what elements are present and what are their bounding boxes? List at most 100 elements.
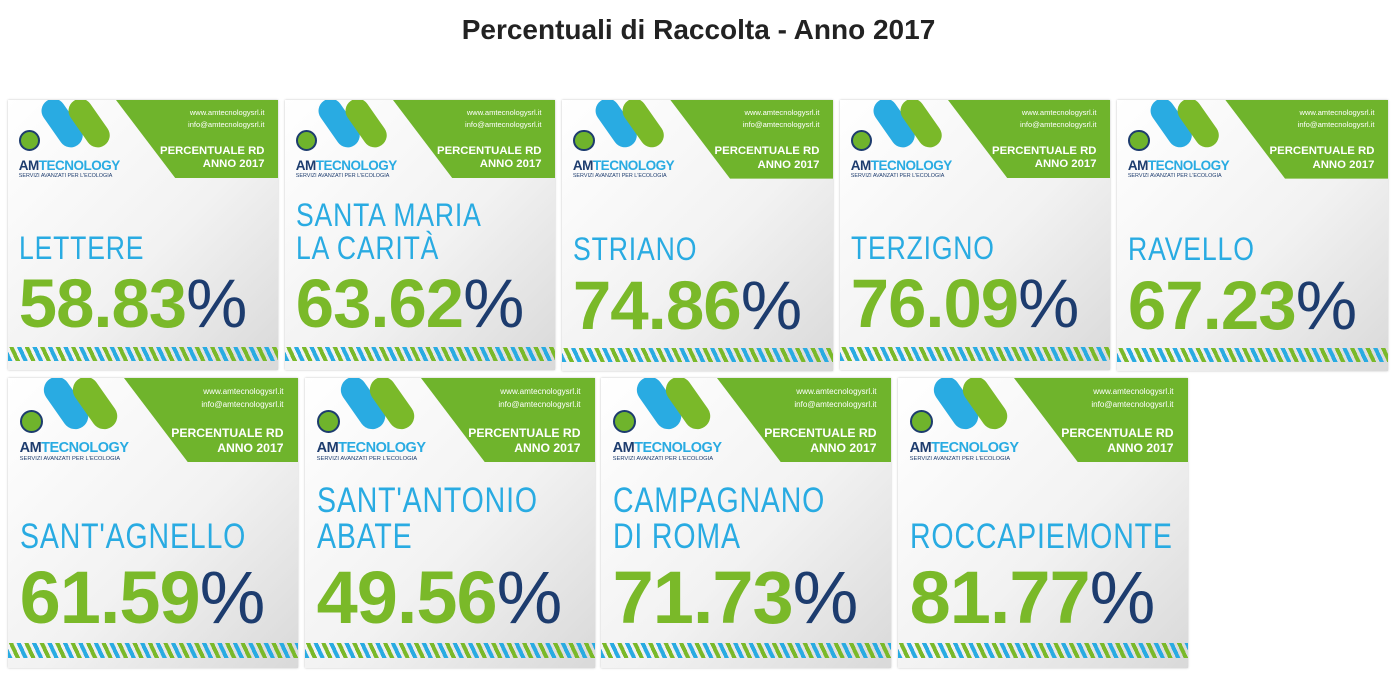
badge-label: PERCENTUALE RD	[171, 426, 284, 441]
badge-label: PERCENTUALE RD	[468, 426, 581, 441]
badge-label: PERCENTUALE RD	[160, 144, 265, 157]
percentage: 81.77%	[909, 555, 1156, 639]
brand: AMTECNOLOGY	[20, 440, 129, 456]
brand-am: AM	[19, 440, 42, 457]
decorative-stripes	[898, 643, 1188, 658]
badge-year: ANNO 2017	[1312, 158, 1375, 171]
percentage: 67.23%	[1127, 265, 1357, 344]
municipality-name: TERZIGNO	[850, 230, 995, 267]
percentage: 71.73%	[612, 555, 859, 639]
email: info@amtecnologysrl.it	[742, 120, 820, 130]
badge-year: ANNO 2017	[757, 158, 820, 171]
municipality-name: DI ROMA	[612, 517, 741, 557]
badge-label: PERCENTUALE RD	[714, 145, 820, 158]
website: www.amtecnologysrl.it	[796, 386, 877, 396]
decorative-stripes	[8, 643, 298, 658]
brand: AMTECNOLOGY	[572, 158, 675, 174]
email: info@amtecnologysrl.it	[201, 399, 284, 409]
badge-year: ANNO 2017	[479, 158, 542, 171]
brand: AMTECNOLOGY	[850, 158, 953, 174]
municipality-name: ROCCAPIEMONTE	[909, 517, 1173, 557]
municipality-name: SANTA MARIA	[295, 196, 482, 233]
brand-rest: TECNOLOGY	[634, 440, 722, 457]
result-card: www.amtecnologysrl.it info@amtecnologysrl…	[898, 378, 1188, 668]
municipality-name: SANT'AGNELLO	[19, 517, 246, 557]
badge-year: ANNO 2017	[217, 440, 284, 455]
logo-icon	[316, 409, 340, 434]
brand-rest: TECNOLOGY	[1147, 158, 1230, 174]
email: info@amtecnologysrl.it	[465, 120, 542, 130]
brand-rest: TECNOLOGY	[870, 158, 953, 174]
logo-icon	[909, 409, 933, 434]
brand-am: AM	[18, 158, 40, 174]
percentage: 63.62%	[295, 265, 525, 343]
brand-rest: TECNOLOGY	[38, 158, 121, 174]
website: www.amtecnologysrl.it	[1093, 386, 1174, 396]
tagline: SERVIZI AVANZATI PER L'ECOLOGIA	[19, 456, 121, 463]
result-card: www.amtecnologysrl.it info@amtecnologysrl…	[562, 100, 833, 371]
percentage: 61.59%	[19, 555, 266, 639]
logo-icon	[19, 409, 43, 434]
tagline: SERVIZI AVANZATI PER L'ECOLOGIA	[18, 172, 113, 179]
badge-year: ANNO 2017	[202, 158, 265, 171]
badge-label: PERCENTUALE RD	[992, 144, 1097, 157]
municipality-name: ABATE	[316, 517, 413, 557]
logo-icon	[295, 129, 318, 152]
brand: AMTECNOLOGY	[910, 440, 1019, 456]
municipality-name: SANT'ANTONIO	[316, 480, 538, 520]
tagline: SERVIZI AVANZATI PER L'ECOLOGIA	[572, 173, 667, 180]
email: info@amtecnologysrl.it	[1091, 399, 1174, 409]
decorative-stripes	[562, 347, 833, 362]
result-card: www.amtecnologysrl.it info@amtecnologysrl…	[8, 100, 278, 370]
brand-rest: TECNOLOGY	[41, 440, 129, 457]
badge-year: ANNO 2017	[1034, 158, 1097, 171]
result-card: www.amtecnologysrl.it info@amtecnologysrl…	[840, 100, 1110, 370]
tagline: SERVIZI AVANZATI PER L'ECOLOGIA	[295, 172, 390, 179]
decorative-stripes	[285, 347, 555, 361]
brand-am: AM	[572, 158, 594, 174]
badge-label: PERCENTUALE RD	[1269, 145, 1375, 158]
email: info@amtecnologysrl.it	[1020, 120, 1097, 130]
brand-am: AM	[612, 440, 635, 457]
municipality-name: RAVELLO	[1127, 230, 1255, 267]
badge-label: PERCENTUALE RD	[437, 144, 542, 157]
percentage: 58.83%	[18, 265, 248, 343]
brand: AMTECNOLOGY	[317, 440, 426, 456]
brand-rest: TECNOLOGY	[931, 440, 1019, 457]
website: www.amtecnologysrl.it	[1021, 108, 1097, 118]
decorative-stripes	[601, 643, 891, 658]
website: www.amtecnologysrl.it	[744, 108, 820, 118]
tagline: SERVIZI AVANZATI PER L'ECOLOGIA	[850, 172, 945, 179]
percentage: 74.86%	[572, 265, 802, 344]
website: www.amtecnologysrl.it	[203, 386, 284, 396]
result-card: www.amtecnologysrl.it info@amtecnologysrl…	[305, 378, 595, 668]
brand-am: AM	[295, 158, 317, 174]
badge-label: PERCENTUALE RD	[764, 426, 877, 441]
website: www.amtecnologysrl.it	[466, 108, 542, 118]
brand-rest: TECNOLOGY	[592, 158, 675, 174]
tagline: SERVIZI AVANZATI PER L'ECOLOGIA	[909, 456, 1011, 463]
brand: AMTECNOLOGY	[613, 440, 722, 456]
badge-year: ANNO 2017	[514, 440, 581, 455]
email: info@amtecnologysrl.it	[498, 399, 581, 409]
email: info@amtecnologysrl.it	[794, 399, 877, 409]
logo-icon	[572, 129, 595, 152]
municipality-name: CAMPAGNANO	[612, 480, 825, 520]
email: info@amtecnologysrl.it	[1297, 120, 1375, 130]
tagline: SERVIZI AVANZATI PER L'ECOLOGIA	[316, 456, 418, 463]
website: www.amtecnologysrl.it	[189, 108, 265, 118]
logo-icon	[18, 129, 41, 152]
municipality-name: STRIANO	[572, 230, 698, 267]
municipality-name: LETTERE	[18, 230, 145, 267]
result-card: www.amtecnologysrl.it info@amtecnologysrl…	[285, 100, 555, 370]
municipality-name: LA CARITÀ	[295, 230, 439, 267]
tagline: SERVIZI AVANZATI PER L'ECOLOGIA	[612, 456, 714, 463]
badge-year: ANNO 2017	[1107, 440, 1174, 455]
logo-icon	[612, 409, 636, 434]
brand-rest: TECNOLOGY	[338, 440, 426, 457]
result-card: www.amtecnologysrl.it info@amtecnologysrl…	[8, 378, 298, 668]
logo-icon	[850, 129, 873, 152]
brand-am: AM	[850, 158, 872, 174]
decorative-stripes	[8, 347, 278, 361]
